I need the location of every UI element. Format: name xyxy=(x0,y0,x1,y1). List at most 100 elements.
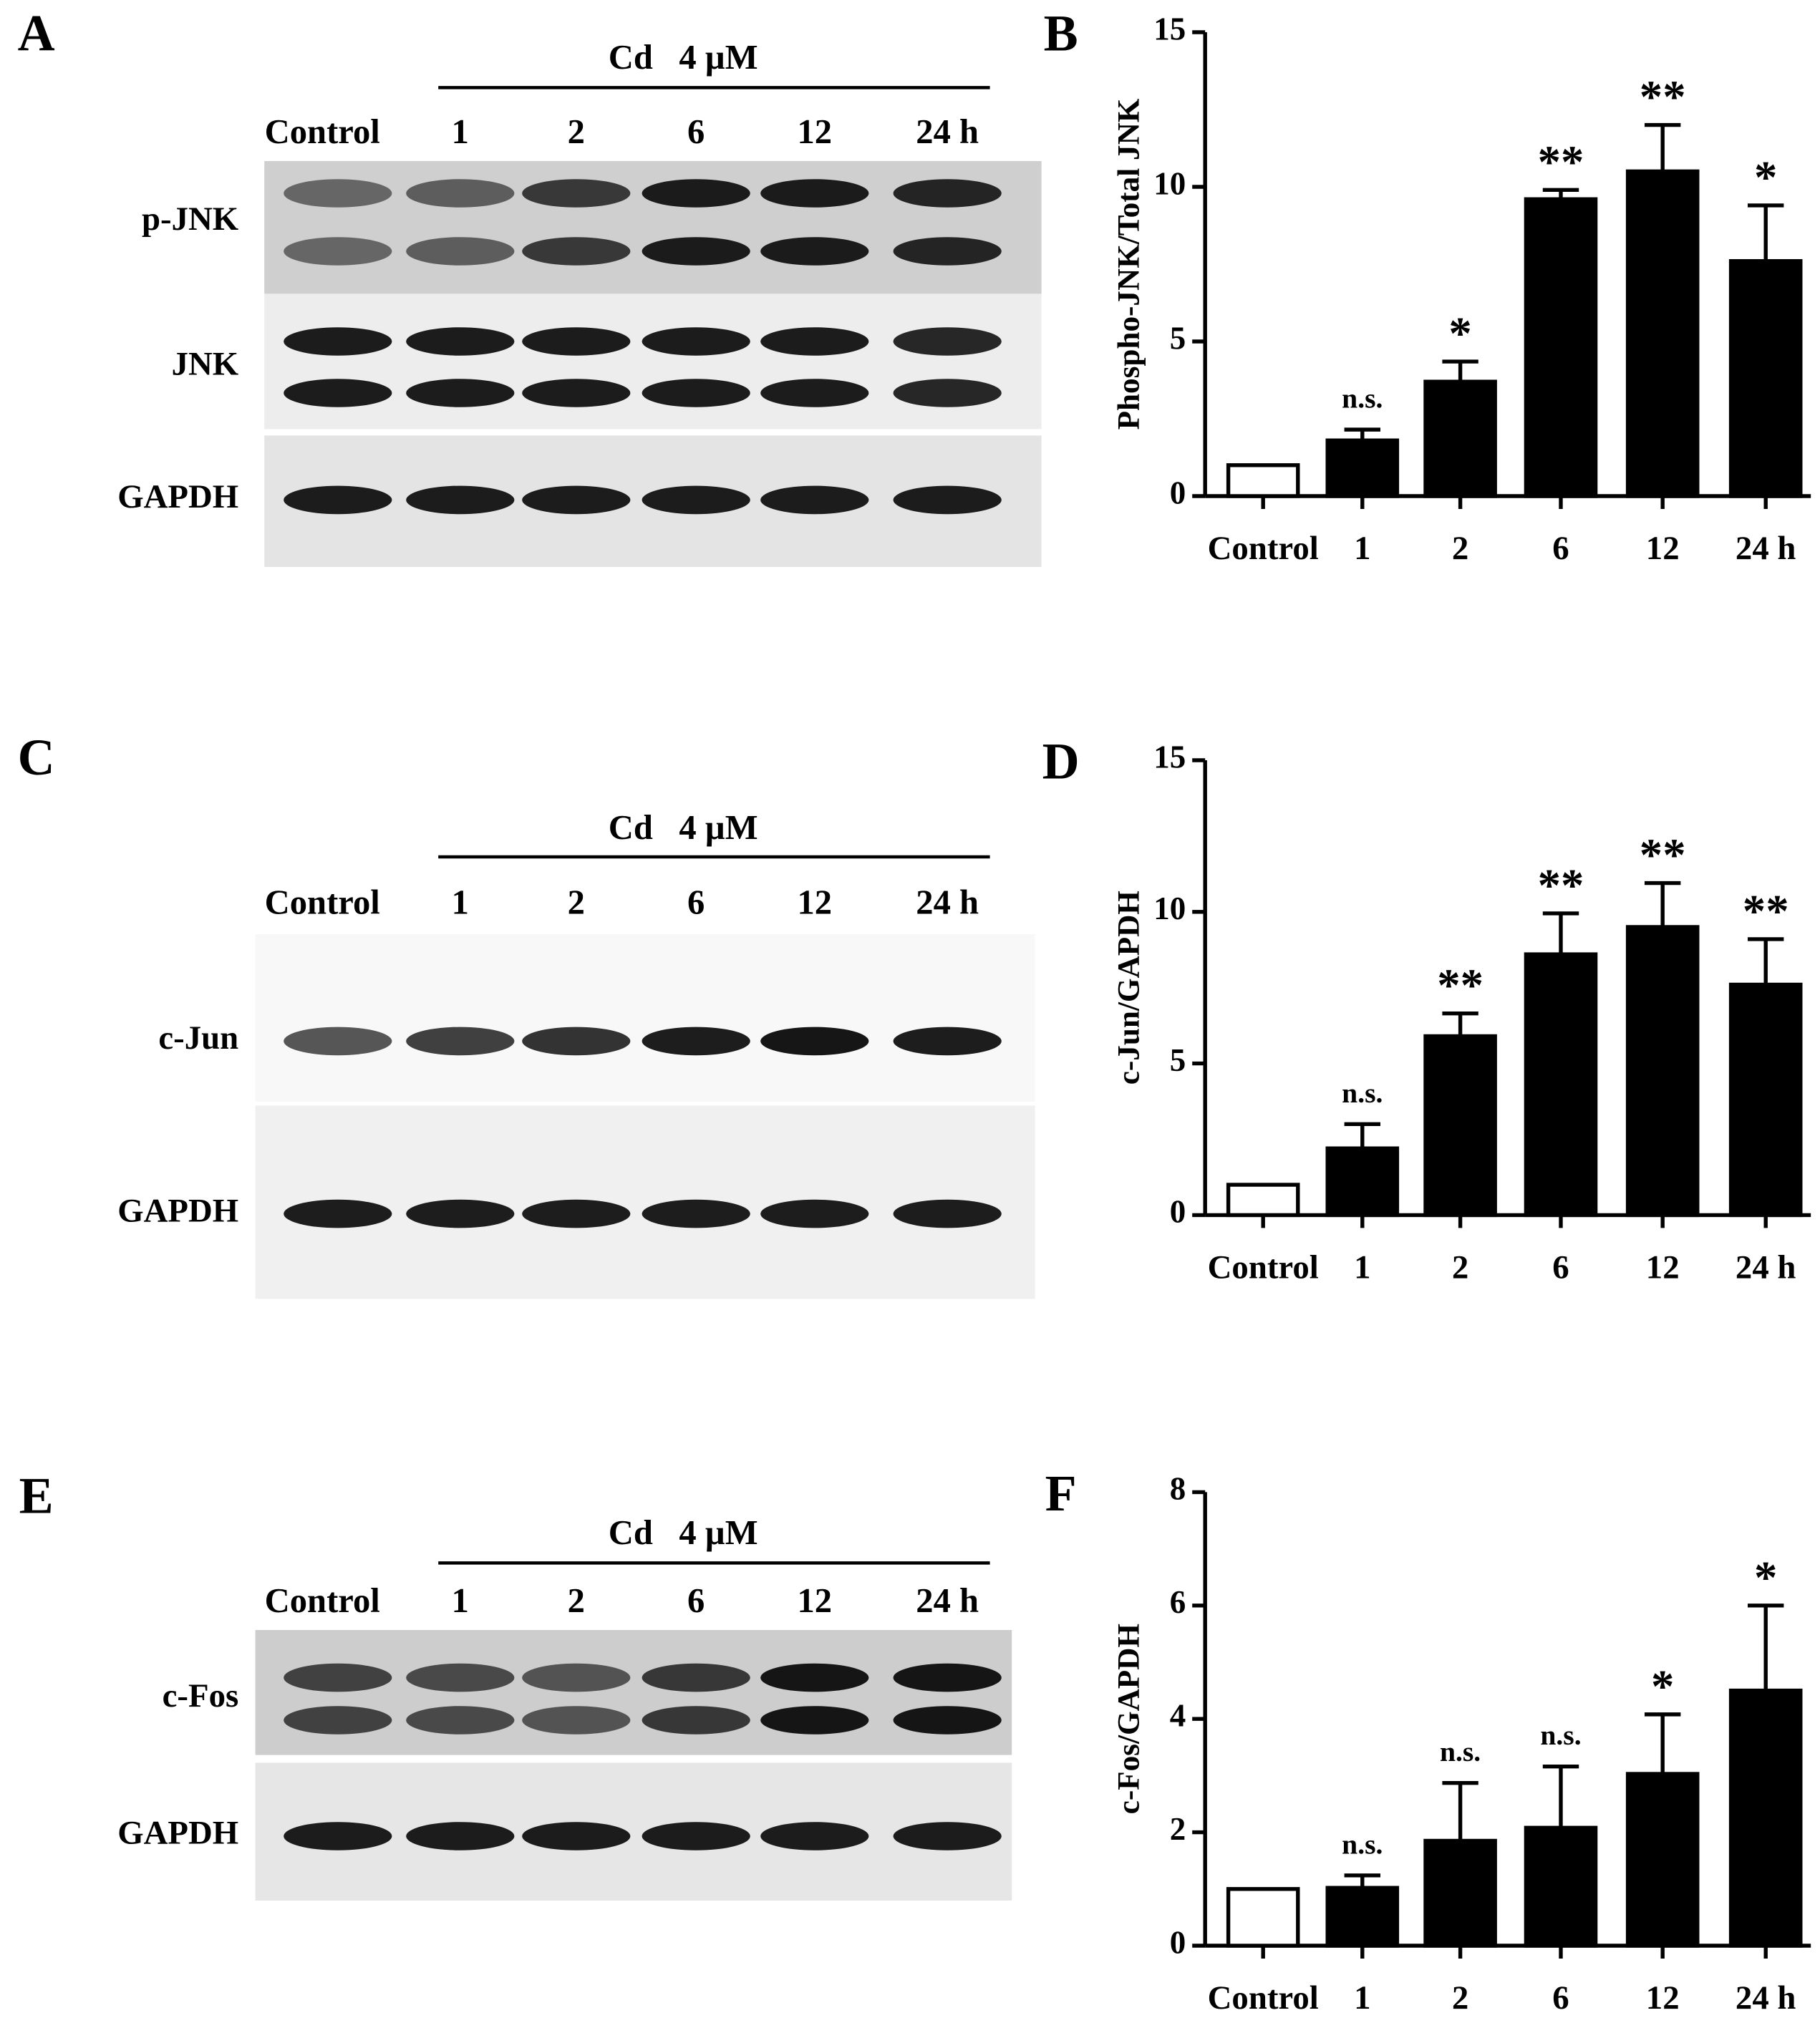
blot-band xyxy=(522,485,631,515)
blot-band xyxy=(642,1199,750,1228)
lane-label: 2 xyxy=(568,883,585,922)
significance-label: n.s. xyxy=(1540,1719,1581,1751)
y-axis-label: Phospho-JNK/Total JNK xyxy=(1113,98,1146,430)
x-tick-label: 6 xyxy=(1552,1979,1569,2017)
bar xyxy=(1524,952,1598,1218)
panel-letter: A xyxy=(18,5,55,62)
y-tick-label: 15 xyxy=(1153,11,1186,47)
x-tick-label: 6 xyxy=(1552,530,1569,567)
blot-band xyxy=(522,1027,631,1056)
panel-letter: F xyxy=(1045,1465,1077,1522)
y-axis-label: c-Fos/GAPDH xyxy=(1113,1624,1146,1814)
blot-band xyxy=(406,1027,515,1056)
treatment-label: Cd 4 µM xyxy=(609,808,758,847)
blot-strip xyxy=(255,1630,1012,1755)
blot-band xyxy=(642,379,750,407)
significance-label: * xyxy=(1448,309,1471,360)
x-tick-label: 24 h xyxy=(1736,1249,1796,1286)
y-tick-label: 0 xyxy=(1170,475,1186,510)
blot-band xyxy=(893,1027,1002,1056)
bar xyxy=(1625,169,1700,498)
x-tick-label: 1 xyxy=(1354,1249,1370,1286)
bar xyxy=(1625,925,1700,1218)
x-tick-label: 2 xyxy=(1452,530,1468,567)
blot-band xyxy=(642,1027,750,1056)
blot-band xyxy=(893,327,1002,356)
blot-band xyxy=(893,485,1002,515)
blot-band xyxy=(284,379,392,407)
x-tick-label: Control xyxy=(1208,1249,1319,1286)
bar xyxy=(1524,197,1598,498)
blot-band xyxy=(284,237,392,266)
significance-label: n.s. xyxy=(1342,1828,1383,1860)
blot-band xyxy=(406,179,515,208)
blot-band xyxy=(760,1027,869,1056)
x-tick-label: 12 xyxy=(1646,1979,1680,2017)
significance-label: ** xyxy=(1743,886,1789,937)
y-tick-label: 8 xyxy=(1170,1471,1186,1507)
blot-band xyxy=(284,179,392,208)
blot-band xyxy=(642,1706,750,1735)
x-tick-label: 2 xyxy=(1452,1979,1468,2017)
row-label: GAPDH xyxy=(117,1815,238,1852)
blot-band xyxy=(522,1663,631,1692)
blot-band xyxy=(284,1199,392,1228)
blot-band xyxy=(522,1199,631,1228)
row-label: c-Fos xyxy=(163,1677,239,1714)
y-tick-label: 6 xyxy=(1170,1584,1186,1620)
x-tick-label: 1 xyxy=(1354,530,1370,567)
bar xyxy=(1524,1825,1598,1948)
lane-label: 12 xyxy=(798,883,833,922)
blot-band xyxy=(760,1706,869,1735)
significance-label: n.s. xyxy=(1440,1736,1481,1767)
x-tick-label: 24 h xyxy=(1736,530,1796,567)
blot-band xyxy=(522,379,631,407)
lane-label: 1 xyxy=(452,112,469,151)
blot-band xyxy=(642,1822,750,1850)
blot-band xyxy=(642,237,750,266)
blot-band xyxy=(406,379,515,407)
bar xyxy=(1325,1146,1400,1218)
significance-label: ** xyxy=(1538,860,1584,911)
significance-label: * xyxy=(1651,1661,1674,1712)
blot-band xyxy=(642,1663,750,1692)
lane-label: 1 xyxy=(452,883,469,922)
significance-label: ** xyxy=(1538,137,1584,188)
y-tick-label: 15 xyxy=(1153,739,1186,775)
blot-band xyxy=(893,237,1002,266)
significance-label: ** xyxy=(1640,830,1686,881)
lane-label: 24 h xyxy=(916,883,979,922)
blot-band xyxy=(522,327,631,356)
y-tick-label: 5 xyxy=(1170,320,1186,356)
blot-band xyxy=(760,379,869,407)
blot-band xyxy=(406,485,515,515)
blot-band xyxy=(642,327,750,356)
row-label: p-JNK xyxy=(142,200,239,238)
y-tick-label: 0 xyxy=(1170,1924,1186,1960)
lane-label: 12 xyxy=(798,1581,833,1620)
bar xyxy=(1423,1838,1497,1948)
significance-label: n.s. xyxy=(1342,1077,1383,1109)
bar xyxy=(1226,463,1300,498)
treatment-label: Cd 4 µM xyxy=(609,1513,758,1552)
blot-band xyxy=(893,179,1002,208)
significance-label: ** xyxy=(1437,960,1483,1012)
blot-band xyxy=(760,1663,869,1692)
blot-band xyxy=(522,1822,631,1850)
panel-letter: B xyxy=(1044,5,1078,62)
blot-band xyxy=(760,237,869,266)
y-tick-label: 0 xyxy=(1170,1194,1186,1230)
blot-strip xyxy=(255,1105,1035,1299)
blot-band xyxy=(642,179,750,208)
bar xyxy=(1728,258,1803,498)
panel-letter: C xyxy=(18,729,55,786)
x-tick-label: 12 xyxy=(1646,1249,1680,1286)
blot-band xyxy=(642,485,750,515)
x-tick-label: 6 xyxy=(1552,1249,1569,1286)
lane-label: 6 xyxy=(687,112,705,151)
bar xyxy=(1226,1887,1300,1948)
x-tick-label: 12 xyxy=(1646,530,1680,567)
blot-strip xyxy=(255,934,1035,1102)
y-axis-label: c-Jun/GAPDH xyxy=(1113,891,1146,1085)
lane-label: 2 xyxy=(568,112,585,151)
